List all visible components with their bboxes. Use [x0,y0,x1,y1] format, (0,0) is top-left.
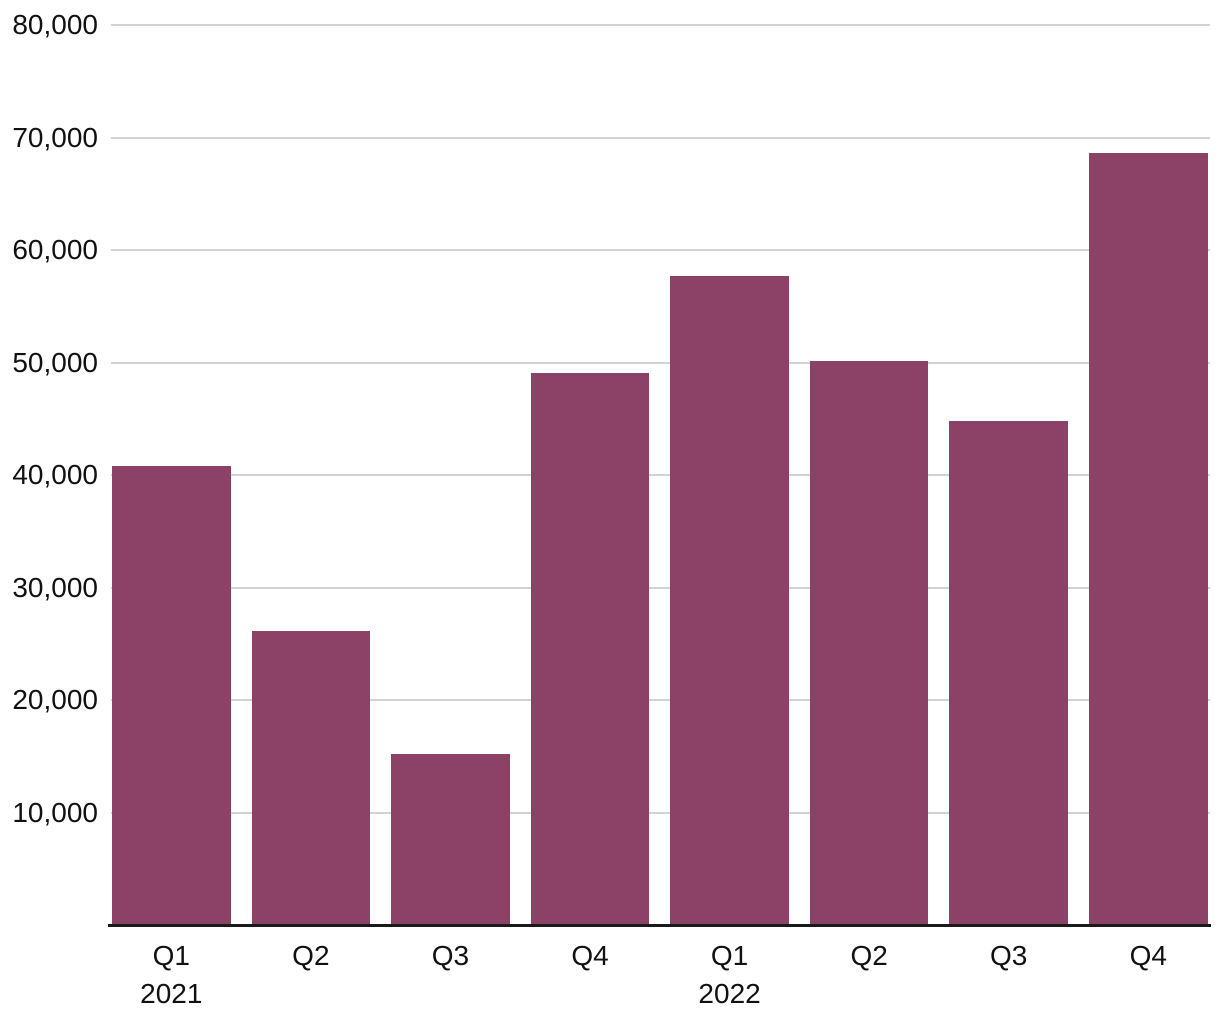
y-axis-tick-label: 70,000 [12,121,98,153]
bar [251,631,371,925]
bar [391,754,510,925]
bar [949,421,1069,925]
y-axis-tick-label: 50,000 [12,346,98,378]
bar [530,372,650,925]
y-gridline [111,699,1210,701]
x-axis-label: Q3 [990,940,1028,971]
bar [809,361,929,925]
y-gridline [111,361,1210,364]
x-axis-label: Q2 [292,940,330,971]
x-axis-label: Q4 [571,940,609,971]
x-axis-label: Q2 [850,940,888,971]
x-axis-label: Q3 [431,940,470,971]
y-axis-tick-label: 20,000 [12,684,98,715]
x-axis-label: Q1 [710,940,749,971]
y-gridline [111,24,1210,26]
y-gridline [111,136,1210,139]
y-axis-tick-label: 80,000 [12,9,98,40]
bar [670,275,789,925]
y-axis-tick-label: 60,000 [12,234,98,265]
bar [1088,153,1208,925]
y-axis-tick-label: 40,000 [12,459,98,490]
x-axis-label: Q1 [152,940,190,971]
y-axis-tick-label: 30,000 [12,571,98,603]
y-gridline [111,586,1210,589]
y-gridline [111,474,1210,476]
y-gridline [111,249,1210,251]
x-axis-label: Q4 [1129,940,1167,971]
year-label: 2021 [140,978,203,1009]
x-axis-line [108,924,1211,927]
y-gridline [111,811,1210,814]
bar [112,466,231,925]
y-axis-tick-label: 10,000 [12,796,98,828]
year-label: 2022 [698,978,761,1009]
